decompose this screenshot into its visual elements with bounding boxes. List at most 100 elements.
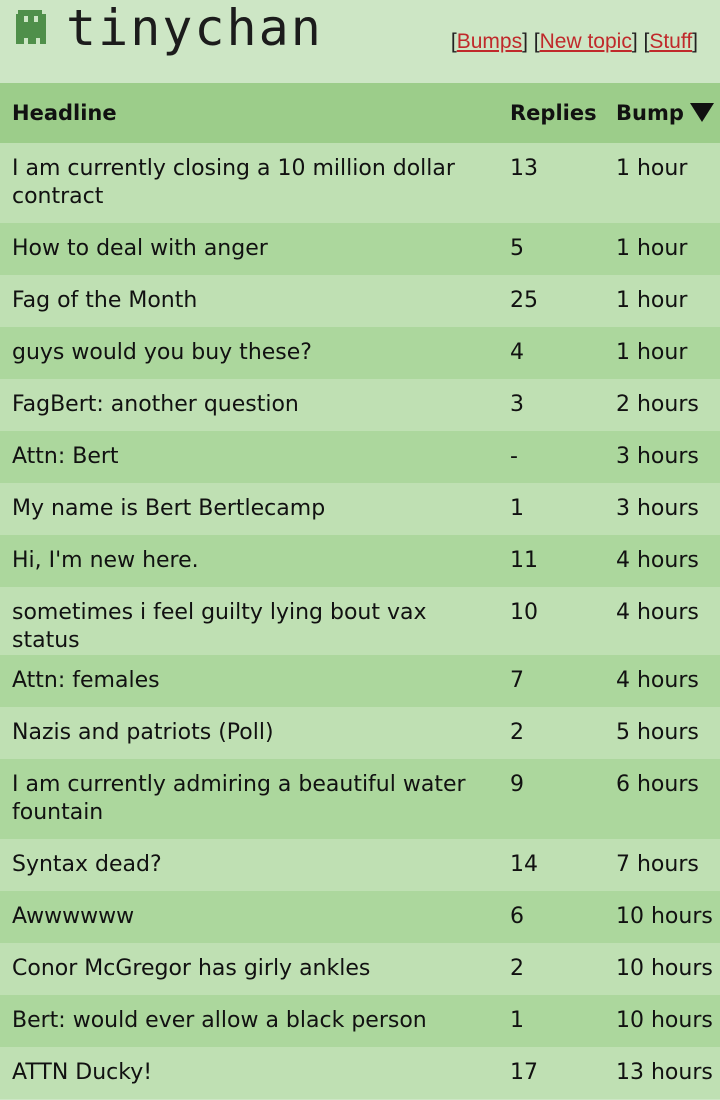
bump-cell: 1 hour (616, 288, 688, 313)
table-row[interactable]: Fag of the Month 25 1 hour (0, 275, 720, 327)
replies-cell: 2 (510, 956, 524, 981)
replies-cell: 7 (510, 668, 524, 693)
table-row[interactable]: ATTN Ducky! 17 13 hours (0, 1047, 720, 1099)
bump-cell: 10 hours (616, 1008, 713, 1033)
nav-link-stuff[interactable]: Stuff (649, 30, 693, 53)
table-row[interactable]: FagBert: another question 3 2 hours (0, 379, 720, 431)
table-row[interactable]: guys would you buy these? 4 1 hour (0, 327, 720, 379)
bump-column-label[interactable]: Bump (616, 101, 684, 125)
logo-text[interactable]: tinychan (66, 0, 323, 57)
headline-cell: Hi, I'm new here. (0, 535, 498, 587)
table-row[interactable]: Attn: females 7 4 hours (0, 655, 720, 707)
topic-headline-link[interactable]: guys would you buy these? (12, 340, 312, 365)
replies-cell: 4 (510, 340, 524, 365)
bump-column-header[interactable]: Bump (602, 83, 720, 143)
headline-cell: How to deal with anger (0, 223, 498, 275)
replies-cell: 10 (510, 600, 538, 625)
topic-headline-link[interactable]: Bert: would ever allow a black person (12, 1008, 427, 1033)
headline-cell: guys would you buy these? (0, 327, 498, 379)
topic-headline-link[interactable]: Syntax dead? (12, 852, 162, 877)
topic-headline-link[interactable]: I am currently admiring a beautiful wate… (12, 772, 466, 825)
bump-cell: 2 hours (616, 392, 699, 417)
top-nav: [Bumps] [New topic] [Stuff] (450, 30, 698, 53)
topic-headline-link[interactable]: Fag of the Month (12, 288, 198, 313)
topic-headline-link[interactable]: How to deal with anger (12, 236, 268, 261)
headline-cell: FagBert: another question (0, 379, 498, 431)
bump-cell: 4 hours (616, 668, 699, 693)
replies-cell: 2 (510, 720, 524, 745)
replies-cell: 9 (510, 772, 524, 797)
table-header-row: Headline Replies Bump (0, 83, 720, 143)
nav-link-bumps[interactable]: Bumps (456, 30, 523, 53)
table-row[interactable]: Awwwwww 6 10 hours (0, 891, 720, 943)
headline-cell: Conor McGregor has girly ankles (0, 943, 498, 995)
table-row[interactable]: How to deal with anger 5 1 hour (0, 223, 720, 275)
tinychan-logo-icon[interactable] (10, 4, 52, 48)
table-row[interactable]: Conor McGregor has girly ankles 2 10 hours (0, 943, 720, 995)
table-row[interactable]: I am currently closing a 10 million doll… (0, 143, 720, 223)
replies-cell: 5 (510, 236, 524, 261)
table-row[interactable]: Nazis and patriots (Poll) 2 5 hours (0, 707, 720, 759)
replies-column-header[interactable]: Replies (510, 101, 597, 125)
bump-cell: 10 hours (616, 956, 713, 981)
topic-headline-link[interactable]: ATTN Ducky! (12, 1060, 153, 1085)
bump-cell: 7 hours (616, 852, 699, 877)
site-header: tinychan [Bumps] [New topic] [Stuff] (0, 0, 720, 83)
topics-table: Headline Replies Bump I am currently clo… (0, 83, 720, 1099)
table-row[interactable]: Bert: would ever allow a black person 1 10… (0, 995, 720, 1047)
headline-cell: Attn: females (0, 655, 498, 707)
topic-headline-link[interactable]: Attn: Bert (12, 444, 119, 469)
headline-cell: I am currently admiring a beautiful wate… (0, 759, 498, 839)
bump-cell: 10 hours (616, 904, 713, 929)
topic-headline-link[interactable]: Awwwwww (12, 904, 135, 929)
table-row[interactable]: Hi, I'm new here. 11 4 hours (0, 535, 720, 587)
headline-cell: Syntax dead? (0, 839, 498, 891)
headline-cell: ATTN Ducky! (0, 1047, 498, 1099)
headline-cell: Awwwwww (0, 891, 498, 943)
topic-headline-link[interactable]: sometimes i feel guilty lying bout vax s… (12, 600, 427, 653)
bump-cell: 6 hours (616, 772, 699, 797)
replies-cell: - (510, 444, 518, 469)
headline-column-header[interactable]: Headline (12, 101, 117, 125)
replies-cell: 17 (510, 1060, 538, 1085)
replies-cell: 13 (510, 156, 538, 181)
bump-cell: 5 hours (616, 720, 699, 745)
topic-headline-link[interactable]: FagBert: another question (12, 392, 299, 417)
bump-cell: 1 hour (616, 236, 688, 261)
headline-cell: sometimes i feel guilty lying bout vax s… (0, 587, 498, 655)
bump-cell: 3 hours (616, 444, 699, 469)
replies-cell: 1 (510, 496, 524, 521)
bump-cell: 13 hours (616, 1060, 713, 1085)
table-row[interactable]: Attn: Bert - 3 hours (0, 431, 720, 483)
nav-link-new-topic[interactable]: New topic (539, 30, 632, 53)
headline-cell: Nazis and patriots (Poll) (0, 707, 498, 759)
topic-list: I am currently closing a 10 million doll… (0, 143, 720, 1099)
table-row[interactable]: Syntax dead? 14 7 hours (0, 839, 720, 891)
headline-cell: Fag of the Month (0, 275, 498, 327)
bump-cell: 1 hour (616, 340, 688, 365)
topic-headline-link[interactable]: Nazis and patriots (Poll) (12, 720, 274, 745)
replies-cell: 1 (510, 1008, 524, 1033)
bump-cell: 4 hours (616, 600, 699, 625)
replies-cell: 3 (510, 392, 524, 417)
bump-cell: 1 hour (616, 156, 688, 181)
topic-headline-link[interactable]: Attn: females (12, 668, 160, 693)
replies-cell: 25 (510, 288, 538, 313)
headline-cell: Attn: Bert (0, 431, 498, 483)
table-row[interactable]: sometimes i feel guilty lying bout vax s… (0, 587, 720, 655)
replies-cell: 6 (510, 904, 524, 929)
topic-headline-link[interactable]: Conor McGregor has girly ankles (12, 956, 371, 981)
topic-headline-link[interactable]: Hi, I'm new here. (12, 548, 199, 573)
table-row[interactable]: My name is Bert Bertlecamp 1 3 hours (0, 483, 720, 535)
table-row[interactable]: I am currently admiring a beautiful wate… (0, 759, 720, 839)
sort-descending-icon[interactable] (689, 103, 714, 122)
headline-cell: My name is Bert Bertlecamp (0, 483, 498, 535)
bump-cell: 3 hours (616, 496, 699, 521)
headline-cell: Bert: would ever allow a black person (0, 995, 498, 1047)
topic-headline-link[interactable]: I am currently closing a 10 million doll… (12, 156, 455, 209)
bump-cell: 4 hours (616, 548, 699, 573)
replies-cell: 14 (510, 852, 538, 877)
headline-cell: I am currently closing a 10 million doll… (0, 143, 498, 223)
replies-cell: 11 (510, 548, 538, 573)
topic-headline-link[interactable]: My name is Bert Bertlecamp (12, 496, 326, 521)
